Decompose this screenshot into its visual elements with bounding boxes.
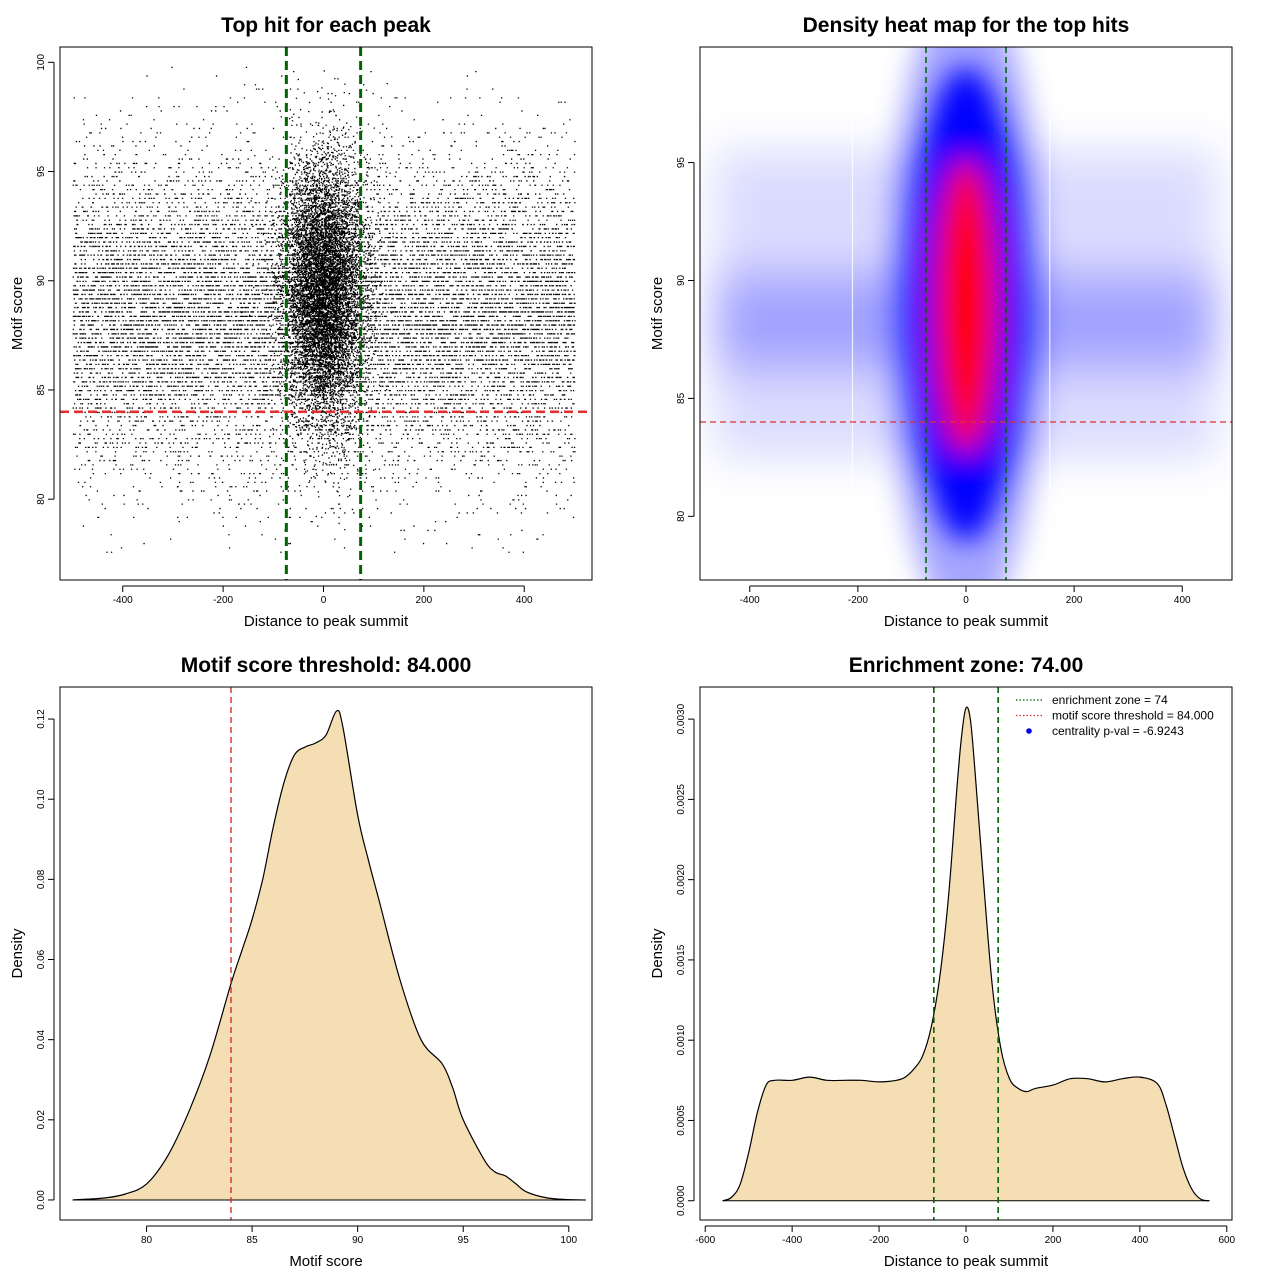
y-axis-label: Density xyxy=(9,928,26,979)
x-tick-label: 200 xyxy=(1066,595,1083,606)
y-tick-label: 85 xyxy=(676,392,687,404)
heatmap-red-zone xyxy=(935,158,997,454)
y-tick-label: 0.12 xyxy=(36,709,47,729)
x-tick-label: 400 xyxy=(516,595,533,606)
x-axis-label: Distance to peak summit xyxy=(244,613,409,630)
heatmap-cells xyxy=(700,47,1232,580)
chart-title: Enrichment zone: 74.00 xyxy=(849,654,1084,677)
score-density-panel: Motif score threshold: 84.000 Motif score… xyxy=(0,640,640,1280)
legend-dot xyxy=(1026,728,1032,734)
heatmap-panel: Density heat map for the top hits Distanc… xyxy=(640,0,1280,640)
plot-border xyxy=(59,686,593,1221)
x-axis: 80 85 90 95 100 xyxy=(141,1225,578,1246)
y-axis-label: Motif score xyxy=(9,277,26,350)
y-tick-label: 0.0020 xyxy=(676,864,687,895)
y-tick-label: 0.0030 xyxy=(676,703,687,734)
x-tick-label: -200 xyxy=(848,595,868,606)
data-points xyxy=(72,66,576,553)
x-axis: -600 -400 -200 0 200 400 600 xyxy=(695,1225,1236,1246)
y-tick-label: 0.06 xyxy=(36,949,47,969)
x-tick-label: -400 xyxy=(113,595,133,606)
y-tick-label: 0.02 xyxy=(36,1110,47,1130)
x-axis-label: Motif score xyxy=(289,1253,362,1270)
x-axis: -400 -200 0 200 400 xyxy=(113,585,533,606)
legend-entry-label: centrality p-val = -6.9243 xyxy=(1052,724,1184,738)
x-axis-label: Distance to peak summit xyxy=(884,1253,1049,1270)
y-tick-label: 0.08 xyxy=(36,869,47,889)
x-axis-label: Distance to peak summit xyxy=(884,613,1049,630)
x-tick-label: -400 xyxy=(740,595,760,606)
y-tick-label: 95 xyxy=(676,157,687,169)
x-tick-label: 0 xyxy=(963,1235,969,1246)
y-tick-label: 80 xyxy=(36,493,47,505)
density-area xyxy=(72,710,586,1200)
y-tick-label: 0.0025 xyxy=(676,784,687,815)
chart-title: Top hit for each peak xyxy=(221,14,431,37)
legend-entry-label: motif score threshold = 84.000 xyxy=(1052,709,1214,723)
x-tick-label: 90 xyxy=(352,1235,364,1246)
x-tick-label: 0 xyxy=(963,595,969,606)
y-axis: 80 85 90 95 100 xyxy=(36,54,55,505)
y-tick-label: 100 xyxy=(36,54,47,71)
x-tick-label: 200 xyxy=(1045,1235,1062,1246)
plot-border xyxy=(59,46,593,581)
y-axis-label: Motif score xyxy=(649,277,666,350)
x-tick-label: 95 xyxy=(458,1235,470,1246)
scatter-chart: Top hit for each peak Distance to peak su… xyxy=(9,14,593,630)
data-point xyxy=(72,66,576,553)
density-curve xyxy=(72,709,586,1201)
distance-density-chart: Enrichment zone: 74.00 Distance to peak s… xyxy=(649,654,1236,1270)
y-tick-label: 95 xyxy=(36,166,47,178)
y-tick-label: 85 xyxy=(36,384,47,396)
chart-title: Motif score threshold: 84.000 xyxy=(181,654,472,677)
legend: enrichment zone = 74 motif score threshol… xyxy=(1016,693,1214,738)
y-tick-label: 0.10 xyxy=(36,789,47,809)
distance-density-panel: Enrichment zone: 74.00 Distance to peak s… xyxy=(640,640,1280,1280)
x-tick-label: 85 xyxy=(247,1235,259,1246)
density-curve xyxy=(722,706,1210,1202)
x-tick-label: -200 xyxy=(213,595,233,606)
plot-border xyxy=(699,46,1233,581)
y-tick-label: 0.00 xyxy=(36,1190,47,1210)
y-tick-label: 0.0005 xyxy=(676,1105,687,1136)
x-tick-label: 100 xyxy=(560,1235,577,1246)
x-tick-label: 600 xyxy=(1218,1235,1235,1246)
x-tick-label: 400 xyxy=(1132,1235,1149,1246)
x-tick-label: -600 xyxy=(695,1235,715,1246)
y-tick-label: 90 xyxy=(676,274,687,286)
y-tick-label: 0.0010 xyxy=(676,1024,687,1055)
x-tick-label: -400 xyxy=(782,1235,802,1246)
x-tick-label: -200 xyxy=(869,1235,889,1246)
y-tick-label: 0.04 xyxy=(36,1029,47,1049)
heatmap-chart: Density heat map for the top hits Distanc… xyxy=(649,14,1233,630)
x-tick-label: 80 xyxy=(141,1235,153,1246)
y-axis: 0.00 0.02 0.04 0.06 0.08 0.10 0.12 xyxy=(36,709,55,1210)
x-tick-label: 0 xyxy=(321,595,327,606)
y-tick-label: 90 xyxy=(36,275,47,287)
y-tick-label: 80 xyxy=(676,510,687,522)
chart-title: Density heat map for the top hits xyxy=(803,14,1130,37)
x-axis: -400 -200 0 200 400 xyxy=(740,585,1191,606)
legend-entry-label: enrichment zone = 74 xyxy=(1052,693,1168,707)
density-area xyxy=(722,707,1210,1201)
x-tick-label: 200 xyxy=(416,595,433,606)
y-tick-label: 0.0000 xyxy=(676,1185,687,1216)
y-tick-label: 0.0015 xyxy=(676,944,687,975)
y-axis: 0.0000 0.0005 0.0010 0.0015 0.0020 0.0025 0.00… xyxy=(676,703,695,1216)
plot-border xyxy=(699,686,1233,1221)
y-axis-label: Density xyxy=(649,928,666,979)
score-density-chart: Motif score threshold: 84.000 Motif score… xyxy=(9,654,593,1270)
scatter-panel: Top hit for each peak Distance to peak su… xyxy=(0,0,640,640)
heatmap-core xyxy=(887,47,1045,580)
x-tick-label: 400 xyxy=(1174,595,1191,606)
y-axis: 80 85 90 95 xyxy=(676,157,695,522)
